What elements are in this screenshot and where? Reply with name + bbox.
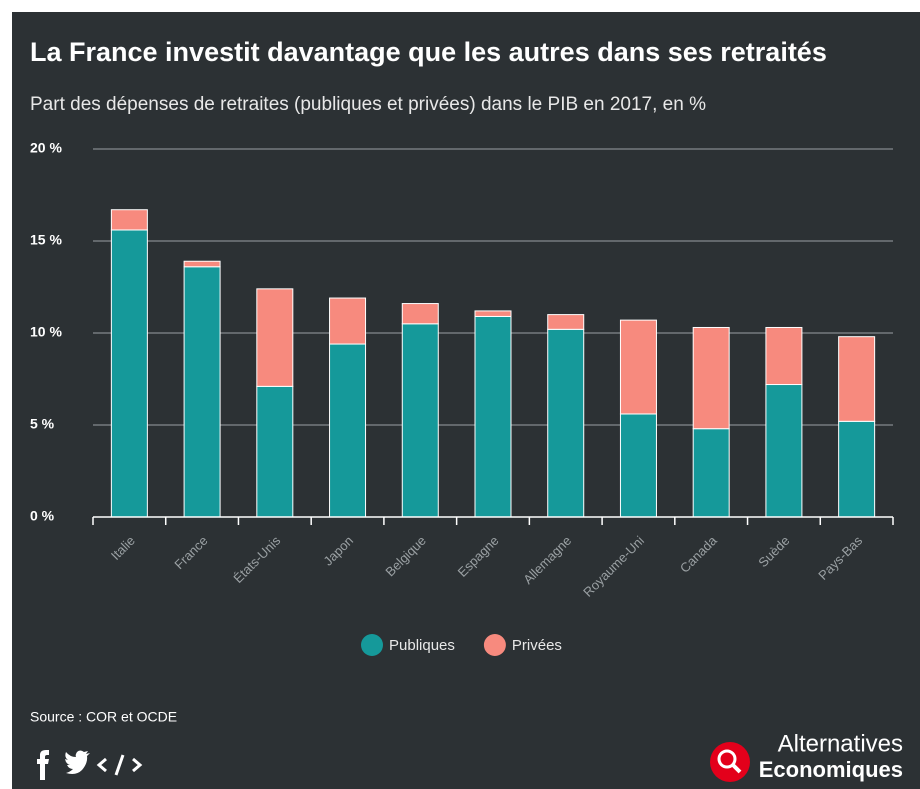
bar-segment — [401, 303, 439, 325]
facebook-icon[interactable] — [37, 750, 49, 780]
bar-segment — [110, 229, 148, 518]
legend-swatch — [361, 634, 383, 656]
bar-segment — [110, 209, 148, 231]
legend-label: Publiques — [389, 637, 455, 654]
chart-title: La France investit davantage que les aut… — [30, 37, 827, 67]
embed-icon[interactable] — [96, 754, 143, 776]
bar-segment — [619, 413, 657, 518]
bar-segment — [838, 336, 876, 422]
bar-segment — [838, 420, 876, 518]
bar-segment — [256, 288, 294, 387]
bar-segment — [619, 319, 657, 415]
bar-segment — [183, 260, 221, 268]
bar-segment — [183, 266, 221, 518]
bar-segment — [329, 343, 367, 518]
brand-logo-handle — [731, 763, 742, 774]
y-tick-label: 15 % — [30, 232, 62, 248]
bar-segment — [547, 314, 585, 330]
bar-segment — [329, 297, 367, 345]
brand-logo-lens — [717, 749, 737, 769]
y-tick-label: 0 % — [30, 508, 55, 524]
bar-segment — [765, 326, 803, 386]
bar-segment — [547, 328, 585, 518]
chart-subtitle: Part des dépenses de retraites (publique… — [30, 94, 706, 115]
bar-segment — [256, 385, 294, 518]
bar-segment — [401, 323, 439, 518]
bar-segment — [692, 326, 730, 430]
y-tick-label: 20 % — [30, 140, 62, 156]
legend-swatch — [483, 634, 506, 656]
brand-name: Alternatives — [778, 730, 903, 757]
bar-segment — [765, 384, 803, 518]
social-icons[interactable] — [37, 750, 143, 780]
bar-segment — [474, 310, 512, 317]
y-tick-label: 5 % — [30, 416, 55, 432]
brand-name: Economiques — [759, 757, 903, 782]
bar-segment — [474, 315, 512, 518]
source: Source : COR et OCDE — [30, 709, 177, 725]
bar-segment — [692, 428, 730, 518]
twitter-icon[interactable] — [65, 750, 90, 775]
brand-logo — [710, 742, 750, 782]
legend-label: Privées — [512, 637, 562, 654]
y-tick-label: 10 % — [30, 324, 62, 340]
